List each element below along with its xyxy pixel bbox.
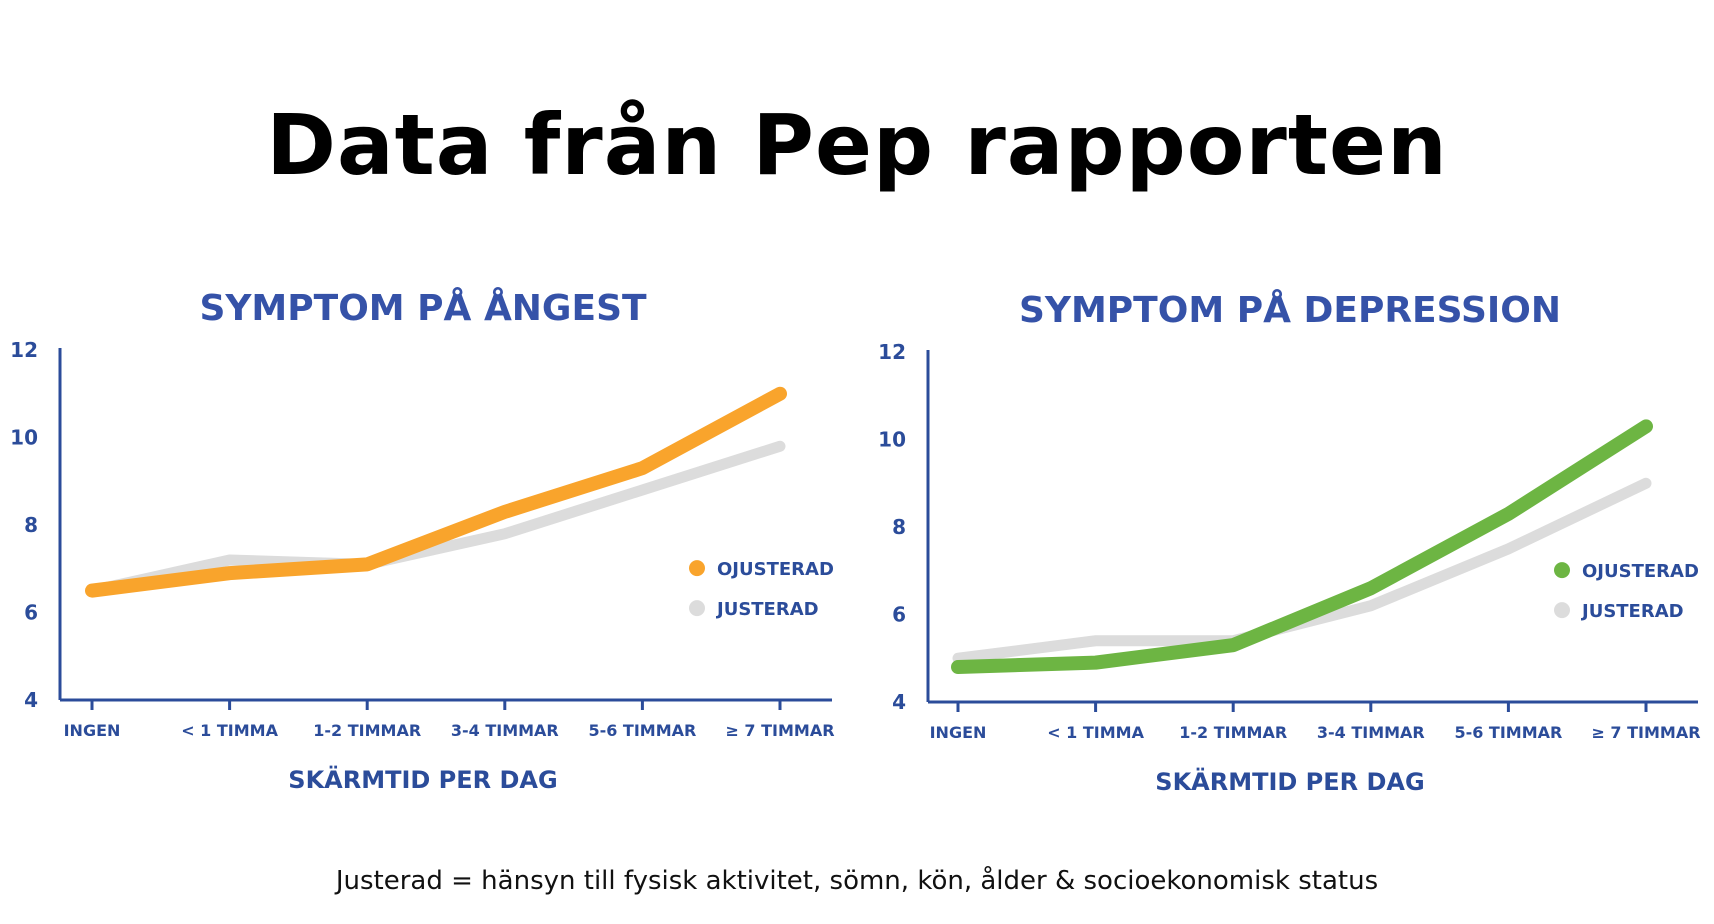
legend-label: OJUSTERAD xyxy=(1582,561,1699,582)
x-tick-label: < 1 TIMMA xyxy=(181,721,278,740)
y-tick-label: 8 xyxy=(24,513,38,537)
legend-label: JUSTERAD xyxy=(1580,601,1684,622)
series-line-ojusterad xyxy=(951,419,1653,674)
y-tick-label: 6 xyxy=(892,603,906,627)
legend-marker xyxy=(1554,562,1570,579)
legend-marker xyxy=(689,560,705,577)
chart-anxiety: SYMPTOM PÅ ÅNGEST 4 6 8 10 12 INGEN < 1 TIMMA 1-… xyxy=(10,287,834,794)
x-tick-label: 3-4 TIMMAR xyxy=(451,721,559,740)
y-tick-label: 12 xyxy=(10,338,38,362)
chart-depression: SYMPTOM PÅ DEPRESSION 4 6 8 10 12 INGEN < 1 TIM… xyxy=(878,289,1700,796)
x-tick-label: INGEN xyxy=(64,721,121,740)
x-tick-label: INGEN xyxy=(930,723,987,742)
page-title: Data från Pep rapporten xyxy=(266,96,1448,194)
legend-marker xyxy=(1554,602,1570,619)
series-line-justerad xyxy=(952,477,1652,664)
x-tick-label: 5-6 TIMMAR xyxy=(1454,723,1562,742)
y-tick-label: 12 xyxy=(878,340,906,364)
footnote: Justerad = hänsyn till fysisk aktivitet,… xyxy=(335,866,1379,896)
series-line-justerad xyxy=(86,440,786,597)
x-tick-label: ≥ 7 TIMMAR xyxy=(1591,723,1700,742)
y-tick-label: 4 xyxy=(892,690,906,714)
legend-marker xyxy=(689,600,705,617)
y-tick-label: 10 xyxy=(878,428,906,452)
legend-label: OJUSTERAD xyxy=(717,559,834,580)
y-tick-label: 8 xyxy=(892,515,906,539)
x-tick-label: 1-2 TIMMAR xyxy=(1179,723,1287,742)
series-line-ojusterad xyxy=(85,386,787,598)
y-tick-label: 6 xyxy=(24,601,38,625)
chart-title: SYMPTOM PÅ DEPRESSION xyxy=(1019,289,1561,331)
x-tick-label: ≥ 7 TIMMAR xyxy=(725,721,834,740)
x-tick-label: 1-2 TIMMAR xyxy=(313,721,421,740)
legend-label: JUSTERAD xyxy=(715,599,819,620)
x-tick-label: < 1 TIMMA xyxy=(1047,723,1144,742)
chart-title: SYMPTOM PÅ ÅNGEST xyxy=(199,287,647,329)
x-axis-label: SKÄRMTID PER DAG xyxy=(288,765,557,794)
y-tick-label: 4 xyxy=(24,688,38,712)
x-tick-label: 5-6 TIMMAR xyxy=(588,721,696,740)
y-tick-label: 10 xyxy=(10,426,38,450)
x-tick-label: 3-4 TIMMAR xyxy=(1317,723,1425,742)
x-axis-label: SKÄRMTID PER DAG xyxy=(1155,767,1424,796)
